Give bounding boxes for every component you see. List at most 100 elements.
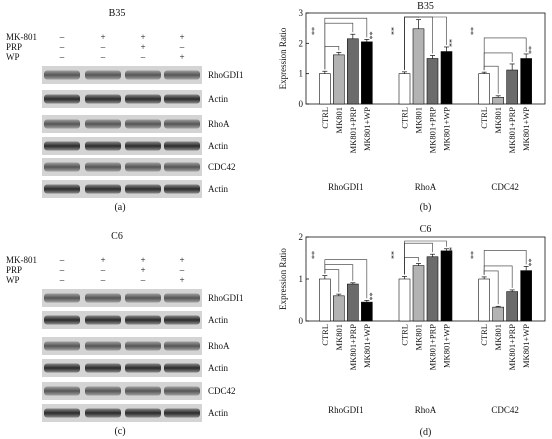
treatment-mark: + xyxy=(100,32,105,42)
treatment-mark: – xyxy=(59,32,65,42)
blot-band xyxy=(44,315,80,325)
panel-letter: (d) xyxy=(420,427,432,438)
category-label: MK801 xyxy=(493,324,503,350)
blot-band xyxy=(125,363,161,373)
treatment-mark: – xyxy=(59,265,65,275)
group-label: CDC42 xyxy=(491,182,519,192)
blot-band xyxy=(164,184,200,194)
blot-band xyxy=(125,341,161,351)
significance-bracket xyxy=(324,259,368,299)
blot-band xyxy=(44,184,80,194)
blot-label: RhoA xyxy=(208,119,230,129)
blot-band xyxy=(85,162,121,172)
category-label: MK801+PRP xyxy=(507,107,517,154)
blot-band xyxy=(164,141,200,151)
category-label: MK801+PRP xyxy=(348,324,358,371)
blot-band xyxy=(44,363,80,373)
bar xyxy=(319,73,331,105)
blot-label: Actin xyxy=(208,408,228,418)
blot-band xyxy=(44,141,80,151)
group-label: RhoGDI1 xyxy=(328,405,364,415)
blot-band xyxy=(44,119,80,129)
group-label: RhoA xyxy=(415,182,437,192)
bar xyxy=(333,295,345,322)
bar xyxy=(426,58,439,105)
blot-label: Actin xyxy=(208,184,228,194)
blot-label: CDC42 xyxy=(208,386,236,396)
blot-strip xyxy=(42,158,202,176)
bar xyxy=(426,256,439,322)
category-label: MK801+WP xyxy=(442,107,452,151)
blot-band xyxy=(164,341,200,351)
blot-band xyxy=(125,94,161,104)
blot-band xyxy=(44,162,80,172)
blot-band xyxy=(44,94,80,104)
blot-band xyxy=(85,315,121,325)
treatment-mark: – xyxy=(140,52,146,62)
bar xyxy=(506,69,518,105)
chart-d: C6 (d) Expression Ratio 0 1 2 CTRL MK801 MK801+P… xyxy=(278,224,546,438)
blot-band xyxy=(125,408,161,418)
blot-label: RhoGDI1 xyxy=(208,70,244,80)
blot-band xyxy=(85,94,121,104)
bar xyxy=(333,54,345,105)
bar xyxy=(412,265,425,322)
blot-band xyxy=(85,293,121,303)
significance-stars: ** xyxy=(368,31,377,39)
panel-c-blots: RhoGDI1 Actin RhoA Actin CDC42 Actin xyxy=(42,289,244,422)
panel-a-treatments: MK-801– + + +PRP – – + –WP – – – + xyxy=(6,32,185,62)
blot-band xyxy=(125,162,161,172)
y-tick-label: 1 xyxy=(299,274,304,284)
significance-bracket xyxy=(483,250,527,275)
blot-band xyxy=(164,119,200,129)
category-label: MK801+PRP xyxy=(348,107,358,154)
panel-a-blots: RhoGDI1 Actin RhoA Actin CDC42 Actin xyxy=(42,66,244,198)
blot-strip xyxy=(42,337,202,355)
blot-band xyxy=(125,70,161,80)
category-label: CTRL xyxy=(320,107,330,129)
treatment-mark: – xyxy=(179,42,185,52)
treatment-mark: – xyxy=(100,42,106,52)
bar xyxy=(440,250,453,322)
bar xyxy=(478,73,490,105)
category-label: CTRL xyxy=(320,324,330,346)
bar xyxy=(520,58,532,105)
treatment-mark: – xyxy=(179,265,185,275)
blot-strip xyxy=(42,289,202,307)
y-tick-label: 2 xyxy=(299,232,304,242)
bar xyxy=(347,38,359,105)
category-label: MK801 xyxy=(493,107,503,133)
blot-band xyxy=(85,386,121,396)
panel-c-letter: (c) xyxy=(114,426,125,437)
blot-band xyxy=(85,70,121,80)
treatment-mark: + xyxy=(179,255,184,265)
blot-band xyxy=(164,70,200,80)
blot-band xyxy=(125,386,161,396)
blot-band xyxy=(164,162,200,172)
treatment-label: WP xyxy=(6,275,20,285)
significance-stars: ** xyxy=(469,251,478,259)
treatment-mark: – xyxy=(100,52,106,62)
treatment-mark: – xyxy=(100,265,106,275)
bar xyxy=(347,283,359,322)
chart-b: B35 (b) Expression Ratio 0 1 2 3 CTRL MK801 MK801… xyxy=(278,1,546,213)
y-axis-label: Expression Ratio xyxy=(278,248,288,310)
category-label: MK801 xyxy=(414,324,424,350)
group-label: RhoA xyxy=(415,405,437,415)
treatment-mark: – xyxy=(59,42,65,52)
treatment-label: WP xyxy=(6,52,20,62)
blot-band xyxy=(44,341,80,351)
panel-a-letter: (a) xyxy=(114,202,125,213)
blot-band xyxy=(44,70,80,80)
significance-stars: ** xyxy=(469,27,478,35)
blot-band xyxy=(164,94,200,104)
chart-title: C6 xyxy=(420,224,432,235)
significance-stars: ** xyxy=(448,247,457,255)
y-tick-label: 2 xyxy=(299,38,304,48)
significance-bracket xyxy=(404,16,447,70)
treatment-label: PRP xyxy=(6,42,22,52)
treatment-mark: – xyxy=(59,52,65,62)
blot-label: CDC42 xyxy=(208,162,236,172)
bar xyxy=(361,41,373,105)
